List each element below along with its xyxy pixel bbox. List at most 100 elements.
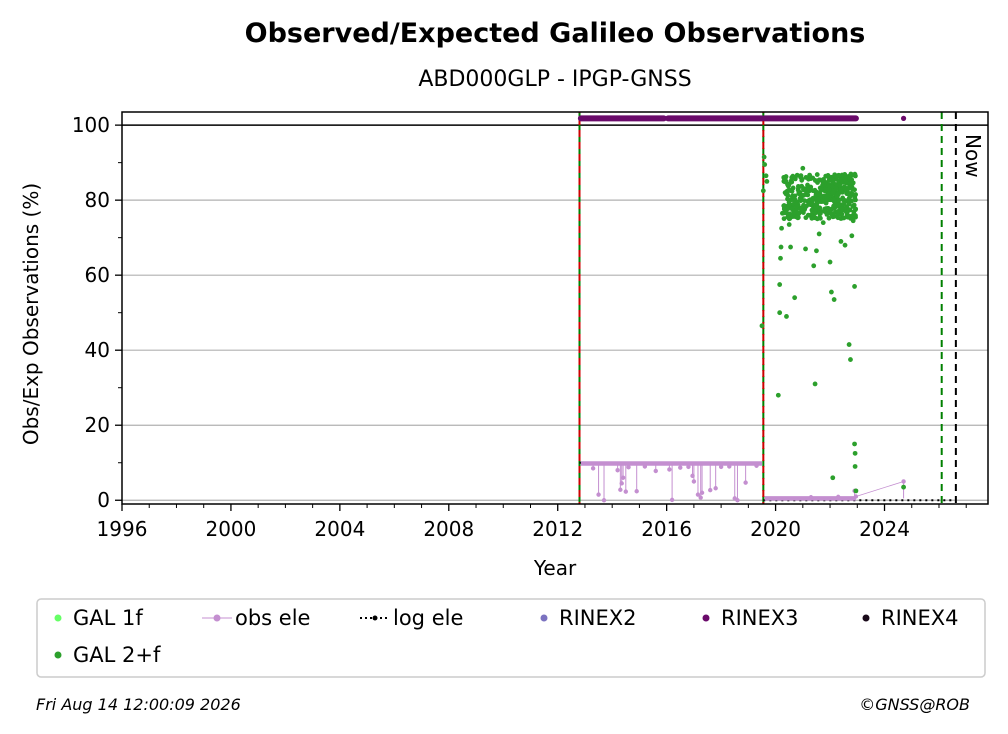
chart-subtitle: ABD000GLP - IPGP-GNSS [418,67,691,92]
axes: 0 20 40 60 80 100 1996 2000 2004 2008 2012 2016 2020… [72,113,967,541]
gal2f-band-point [781,216,787,222]
gal2f-point [760,188,766,194]
gal2f-band-point [807,201,813,207]
gal2f-point [786,222,792,227]
x-tick-label: 2016 [641,517,692,541]
gal2f-band-point [809,207,815,213]
obs-ele-point [590,466,596,471]
plot-frame [121,111,989,505]
gal2f-band-point [845,191,851,197]
gal2f-point [777,310,783,316]
vertical-markers: Now [578,112,985,504]
gal2f-band-point [803,175,809,180]
gal2f-band-point [820,177,826,183]
gal2f-band-point [841,215,847,221]
gal2f-band-point [785,182,791,188]
gal2f-point [814,248,819,254]
obs-ele-point [754,463,759,468]
gal2f-band-point [791,211,796,217]
obs-ele-point [634,489,639,494]
gal2f-band-point [812,210,818,216]
gal2f-band-point [783,174,789,179]
gal2f-point [775,392,781,398]
legend-marker [540,614,548,622]
gal2f-band-point [798,173,804,179]
gal2f-point [850,218,856,224]
chart-title: Observed/Expected Galileo Observations [245,18,866,49]
gal2f-point [777,282,783,287]
obs-ele-point [708,487,713,493]
y-tick-label: 80 [85,188,110,212]
gal2f-point [759,323,765,329]
obs-ele-point [669,497,675,503]
legend-marker [54,651,62,659]
gal2f-point [811,263,817,269]
gal2f-band-point [834,174,840,180]
y-tick-label: 100 [72,113,110,137]
obs-ele-point [642,464,648,469]
x-tick-label: 2004 [314,517,365,541]
gal2f-point [778,255,783,261]
legend-label: RINEX2 [559,606,637,630]
gal2f-band-point [851,209,857,215]
gal2f-band-point [829,211,834,217]
gal2f-band-point [849,213,855,219]
obs-ele-point [618,487,623,492]
legend-label: log ele [393,606,463,630]
gal2f-band-point [849,185,854,191]
obs-ele-point [678,465,683,470]
legend-label: RINEX3 [721,606,799,630]
gal2f-point [800,165,806,171]
gal2f-band-point [838,187,844,193]
gal2f-point [852,441,857,447]
gal2f-point [848,357,853,362]
obs-ele-point [743,480,748,485]
obs-ele-point [695,492,701,497]
obs-ele-point [667,467,672,472]
y-axis-label: Obs/Exp Observations (%) [19,183,43,445]
gal2f-point [779,225,784,231]
gal2f-band-point [842,172,848,177]
legend-marker [213,614,221,622]
gal2f-band-point [822,206,828,212]
gal2f-point [852,450,858,456]
gal2f-point [820,220,826,226]
gal2f-band-point [798,209,804,214]
gal2f-point [792,295,798,301]
gal2f-point [853,488,859,494]
legend-marker [372,615,378,621]
y-tick-label: 0 [97,488,110,512]
obs-ele-point [623,489,629,494]
legend-label: GAL 2+f [73,643,161,667]
obs-ele-point [619,481,624,486]
gal2f-band-point [789,206,795,212]
gal2f-band-point [836,202,842,208]
obs-ele-point [699,490,705,495]
obs-ele-point [836,494,841,500]
obs-ele-point [727,464,732,469]
gal2f-band-point [831,203,837,209]
gal2f-band-point [794,204,800,209]
gal2f-band-point [794,172,800,178]
gal2f-band-point [787,211,793,217]
gal2f-point [827,259,833,265]
gal2f-band-point [782,179,788,185]
gal2f-point [762,162,768,167]
footer-credit: ©GNSS@ROB [859,695,970,714]
legend-marker [54,614,62,622]
gal2f-band-point [785,196,790,202]
gal2f-band-point [813,191,819,197]
gal2f-point [764,178,770,184]
gal2f-band-point [798,205,804,211]
obs-ele-point [808,495,814,500]
legend-label: obs ele [235,606,310,630]
gal2f-point [781,203,787,209]
gal2f-point [812,381,818,387]
x-tick-label: 2024 [859,517,910,541]
gal2f-point [788,244,793,250]
gal2f-band-point [817,205,823,211]
obs-ele-point [691,479,697,484]
obs-ele-point [735,498,740,503]
gal2f-band-point [807,185,813,190]
gal2f-band-point [816,196,821,202]
